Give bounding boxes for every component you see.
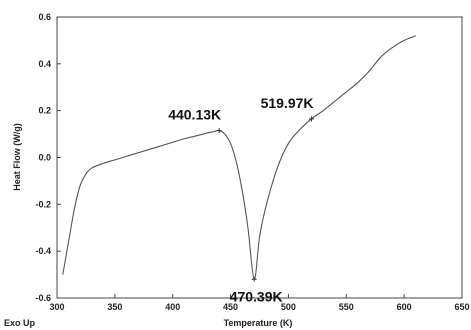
series-layer (62, 35, 416, 280)
x-tick-label: 300 (49, 302, 64, 312)
y-tick-label: 0.2 (38, 106, 51, 116)
x-tick-label: 550 (339, 302, 354, 312)
x-axis-label: Temperature (K) (224, 318, 293, 328)
y-tick-label: -0.6 (35, 293, 51, 303)
annotation-label: 440.13K (168, 107, 221, 123)
x-tick-label: 650 (454, 302, 469, 312)
y-tick-label: 0.4 (38, 59, 51, 69)
annotation-label: 519.97K (261, 95, 314, 111)
annotations: 440.13K 519.97K 470.39K (168, 95, 315, 304)
y-tick-label: -0.4 (35, 246, 51, 256)
x-tick-label: 600 (397, 302, 412, 312)
annotation-label: 470.39K (230, 288, 283, 304)
y-axis-ticks: 0.6 0.4 0.2 0.0 -0.2 -0.4 -0.6 (35, 12, 61, 303)
y-axis-label: Heat Flow (W/g) (12, 123, 22, 191)
y-tick-label: -0.2 (35, 199, 51, 209)
x-tick-label: 400 (165, 302, 180, 312)
x-tick-label: 450 (223, 302, 238, 312)
heat-flow-line (62, 35, 416, 280)
exo-up-label: Exo Up (4, 318, 36, 328)
x-axis-ticks: 300 350 400 450 500 550 600 650 (49, 294, 470, 312)
x-tick-label: 500 (281, 302, 296, 312)
y-tick-label: 0.0 (38, 153, 51, 163)
x-tick-label: 350 (107, 302, 122, 312)
y-tick-label: 0.6 (38, 12, 51, 22)
